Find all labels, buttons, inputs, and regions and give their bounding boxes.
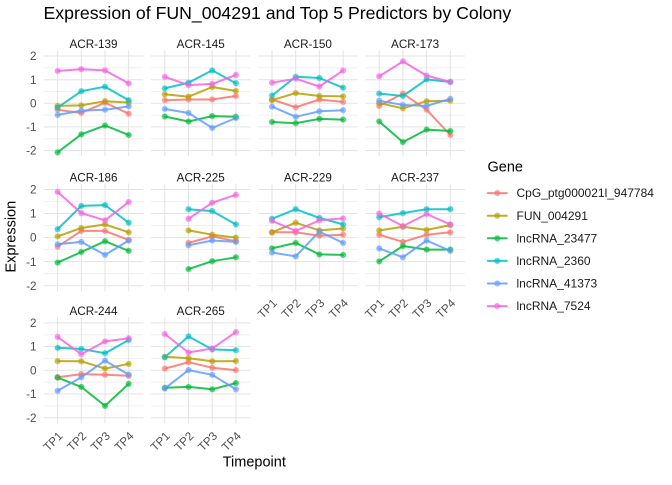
svg-text:ACR-186: ACR-186	[69, 171, 117, 184]
svg-text:Expression of FUN_004291 and T: Expression of FUN_004291 and Top 5 Predi…	[44, 3, 512, 24]
svg-text:ACR-139: ACR-139	[69, 38, 117, 51]
svg-text:lncRNA_2360: lncRNA_2360	[517, 254, 591, 268]
svg-text:2: 2	[30, 317, 37, 330]
svg-text:-1: -1	[26, 256, 36, 269]
svg-text:lncRNA_7524: lncRNA_7524	[517, 299, 591, 313]
svg-text:1: 1	[30, 208, 37, 221]
svg-text:FUN_004291: FUN_004291	[517, 209, 589, 223]
svg-text:ACR-225: ACR-225	[177, 171, 226, 184]
svg-text:ACR-145: ACR-145	[177, 38, 226, 51]
svg-text:-2: -2	[26, 145, 36, 158]
svg-text:2: 2	[30, 184, 37, 197]
svg-text:-1: -1	[26, 388, 36, 401]
svg-text:CpG_ptg000021l_947784: CpG_ptg000021l_947784	[517, 186, 655, 200]
svg-text:0: 0	[30, 97, 37, 110]
svg-text:ACR-244: ACR-244	[69, 305, 118, 318]
svg-text:-2: -2	[26, 280, 36, 293]
svg-text:ACR-173: ACR-173	[391, 38, 439, 51]
svg-text:0: 0	[30, 232, 37, 245]
svg-text:0: 0	[30, 364, 37, 377]
svg-text:1: 1	[30, 74, 37, 87]
svg-text:Gene: Gene	[488, 160, 523, 176]
svg-text:Timepoint: Timepoint	[223, 455, 286, 471]
svg-text:ACR-150: ACR-150	[284, 38, 333, 51]
svg-text:ACR-229: ACR-229	[284, 171, 332, 184]
svg-text:-2: -2	[26, 412, 36, 425]
svg-text:Expression: Expression	[4, 201, 20, 273]
svg-text:-1: -1	[26, 121, 36, 134]
svg-text:ACR-265: ACR-265	[177, 305, 226, 318]
svg-text:lncRNA_23477: lncRNA_23477	[517, 231, 598, 245]
svg-text:2: 2	[30, 50, 37, 63]
svg-text:lncRNA_41373: lncRNA_41373	[517, 277, 598, 291]
svg-text:1: 1	[30, 341, 37, 354]
svg-text:ACR-237: ACR-237	[391, 171, 439, 184]
